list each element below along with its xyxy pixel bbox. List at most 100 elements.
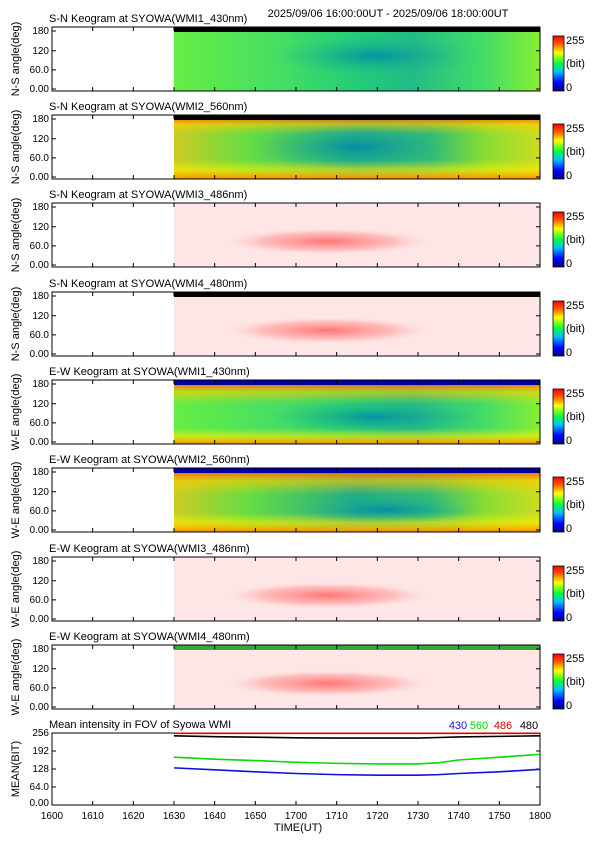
colorbar: 255 (bit) 0 [552,388,585,447]
y-tick-label: 180 [32,291,49,302]
colorbar-max-label: 255 [566,653,584,665]
x-tick-label: 1730 [407,811,430,822]
y-tick-label: 0.00 [30,84,50,95]
series-line-430 [173,767,541,776]
keogram-panel-3: S-N Keogram at SYOWA(WMI3_486nm)180 120 60… [10,189,585,272]
mean-y-tick-label: 128 [32,764,49,775]
y-tick-label: 180 [32,26,49,37]
panel-title: E-W Keogram at SYOWA(WMI3_486nm) [49,543,250,555]
colorbar-max-label: 255 [566,388,584,400]
colorbar-unit-label: (bit) [566,411,585,423]
y-tick-label: 0.00 [30,702,50,713]
keogram-panel-4: S-N Keogram at SYOWA(WMI4_480nm)180 120 60… [10,278,585,361]
colorbar: 255 (bit) 0 [552,35,585,94]
y-axis-label: N-S angle(deg) [10,287,22,362]
y-axis-label: N-S angle(deg) [10,22,22,97]
x-tick-label: 1610 [82,811,105,822]
x-tick-label: 1740 [448,811,471,822]
y-tick-label: 0.00 [30,172,50,183]
colorbar-min-label: 0 [566,170,572,182]
panel-title: S-N Keogram at SYOWA(WMI2_560nm) [49,101,247,113]
y-tick-label: 0.00 [30,437,50,448]
colorbar-unit-label: (bit) [566,58,585,70]
y-tick-label: 120 [32,487,49,498]
x-tick-label: 1700 [285,811,308,822]
colorbar-min-label: 0 [566,82,572,94]
x-tick-label: 1800 [529,811,552,822]
x-tick-label: 1620 [122,811,145,822]
series-line-560 [173,753,541,765]
colorbar-max-label: 255 [566,211,584,223]
colorbar-max-label: 255 [566,35,584,47]
keogram-image [174,380,540,444]
colorbar: 255 (bit) 0 [552,123,585,182]
colorbar-unit-label: (bit) [566,146,585,158]
time-range-header: 2025/09/06 16:00:00UT - 2025/09/06 18:00… [268,8,509,20]
colorbar-min-label: 0 [566,435,572,447]
colorbar: 255 (bit) 0 [552,653,585,712]
y-tick-label: 120 [32,134,49,145]
mean-y-tick-label: 192 [32,746,49,757]
keogram-panel-7: E-W Keogram at SYOWA(WMI3_486nm)180 120 60… [10,543,585,627]
keogram-image [174,115,540,179]
y-axis-label: W-E angle(deg) [10,639,22,716]
y-tick-label: 0.00 [30,260,50,271]
legend-entry-430: 430 [449,720,467,732]
y-axis-label: W-E angle(deg) [10,551,22,628]
colorbar-unit-label: (bit) [566,676,585,688]
y-tick-label: 180 [32,379,49,390]
panel-title: E-W Keogram at SYOWA(WMI4_480nm) [49,631,250,643]
colorbar-max-label: 255 [566,565,584,577]
legend-entry-480: 480 [520,720,538,732]
y-tick-label: 120 [32,46,49,57]
legend-entry-486: 486 [494,720,512,732]
y-tick-label: 60.0 [30,506,50,517]
colorbar-unit-label: (bit) [566,499,585,511]
x-tick-label: 1640 [204,811,227,822]
y-tick-label: 60.0 [30,153,50,164]
y-tick-label: 120 [32,664,49,675]
colorbar-max-label: 255 [566,123,584,135]
y-tick-label: 120 [32,399,49,410]
y-tick-label: 180 [32,556,49,567]
panel-title: S-N Keogram at SYOWA(WMI4_480nm) [49,278,247,290]
mean-chart-frame [51,732,541,806]
y-tick-label: 60.0 [30,418,50,429]
keogram-image [174,645,540,709]
x-tick-label: 1750 [488,811,511,822]
y-tick-label: 60.0 [30,595,50,606]
keogram-image [174,27,540,91]
colorbar-min-label: 0 [566,612,572,624]
colorbar: 255 (bit) 0 [552,565,585,624]
keogram-panel-2: S-N Keogram at SYOWA(WMI2_560nm)180 120 60… [10,101,585,184]
mean-y-tick-label: 256 [32,728,49,739]
mean-y-tick-label: 0.00 [30,798,50,809]
colorbar: 255 (bit) 0 [552,476,585,535]
x-tick-label: 1630 [163,811,186,822]
y-axis-label: N-S angle(deg) [10,198,22,273]
keogram-image [174,292,540,356]
mean-y-axis-label: MEAN(BIT) [10,741,22,797]
colorbar-unit-label: (bit) [566,588,585,600]
mean-y-tick-label: 64.0 [30,782,50,793]
x-tick-label: 1720 [366,811,389,822]
x-tick-label: 1600 [41,811,64,822]
x-axis-label: TIME(UT) [274,822,322,834]
y-tick-label: 60.0 [30,241,50,252]
y-tick-label: 60.0 [30,65,50,76]
panel-title: E-W Keogram at SYOWA(WMI1_430nm) [49,366,250,378]
panel-title: E-W Keogram at SYOWA(WMI2_560nm) [49,454,250,466]
colorbar-min-label: 0 [566,523,572,535]
colorbar-unit-label: (bit) [566,234,585,246]
colorbar-min-label: 0 [566,258,572,270]
keogram-panel-6: E-W Keogram at SYOWA(WMI2_560nm)180 120 60… [10,454,585,538]
y-tick-label: 120 [32,576,49,587]
colorbar-unit-label: (bit) [566,323,585,335]
colorbar-max-label: 255 [566,300,584,312]
keogram-image [174,557,540,621]
y-tick-label: 120 [32,311,49,322]
y-tick-label: 180 [32,644,49,655]
y-tick-label: 120 [32,222,49,233]
colorbar-min-label: 0 [566,347,572,359]
